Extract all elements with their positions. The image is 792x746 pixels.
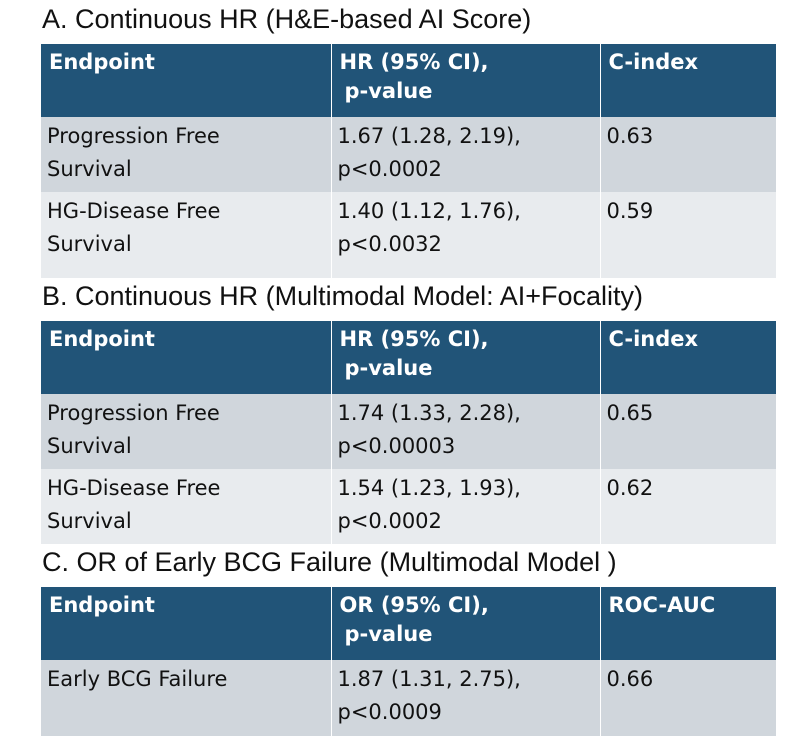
p-value: p<0.0032	[337, 232, 442, 256]
header-c-index: C-index	[600, 321, 776, 394]
hr-ci-cell: 1.54 (1.23, 1.93), p<0.0002	[331, 469, 601, 544]
header-p-value-label: p-value	[344, 79, 433, 103]
header-c-index: C-index	[600, 44, 776, 117]
roc-auc-cell: 0.66	[600, 660, 776, 736]
endpoint-line-1: HG-Disease Free	[47, 199, 221, 223]
ci-value: 1.54 (1.23, 1.93),	[337, 476, 521, 500]
header-or-ci: OR (95% CI), p-value	[331, 587, 601, 660]
table-header-row: Endpoint HR (95% CI), p-value C-index	[41, 321, 776, 394]
ci-value: 1.40 (1.12, 1.76),	[337, 199, 521, 223]
c-index-cell: 0.62	[600, 469, 776, 544]
endpoint-line-2: Survival	[47, 434, 132, 458]
or-ci-cell: 1.87 (1.31, 2.75), p<0.0009	[331, 660, 601, 736]
header-endpoint: Endpoint	[41, 587, 332, 660]
endpoint-cell: Early BCG Failure	[41, 660, 332, 736]
endpoint-cell: HG-Disease Free Survival	[41, 192, 332, 278]
endpoint-cell: HG-Disease Free Survival	[41, 469, 332, 544]
header-endpoint: Endpoint	[41, 44, 332, 117]
section-b-title: B. Continuous HR (Multimodal Model: AI+F…	[42, 281, 643, 311]
section-a-title: A. Continuous HR (H&E-based AI Score)	[42, 4, 532, 34]
endpoint-line-2: Survival	[47, 232, 132, 256]
header-p-value-label: p-value	[344, 356, 433, 380]
table-b: Endpoint HR (95% CI), p-value C-index Pro…	[41, 321, 776, 544]
endpoint-line-1: Early BCG Failure	[47, 667, 228, 691]
endpoint-cell: Progression Free Survival	[41, 117, 332, 192]
c-index-cell: 0.63	[600, 117, 776, 192]
section-c-title: C. OR of Early BCG Failure (Multimodal M…	[42, 547, 617, 577]
header-hr-ci: HR (95% CI), p-value	[331, 44, 601, 117]
p-value: p<0.0002	[337, 157, 442, 181]
endpoint-line-1: Progression Free	[47, 124, 220, 148]
endpoint-line-1: Progression Free	[47, 401, 220, 425]
hr-ci-cell: 1.74 (1.33, 2.28), p<0.00003	[331, 394, 601, 469]
table-row: HG-Disease Free Survival 1.54 (1.23, 1.93…	[41, 469, 776, 544]
header-endpoint: Endpoint	[41, 321, 332, 394]
ci-value: 1.87 (1.31, 2.75),	[337, 667, 521, 691]
endpoint-line-2: Survival	[47, 157, 132, 181]
header-or-ci-label: OR (95% CI),	[339, 593, 489, 617]
p-value: p<0.0009	[337, 700, 442, 724]
table-row: Progression Free Survival 1.74 (1.33, 2.2…	[41, 394, 776, 469]
table-a: Endpoint HR (95% CI), p-value C-index Pro…	[41, 44, 776, 278]
endpoint-line-2: Survival	[47, 509, 132, 533]
ci-value: 1.67 (1.28, 2.19),	[337, 124, 521, 148]
p-value: p<0.0002	[337, 509, 442, 533]
ci-value: 1.74 (1.33, 2.28),	[337, 401, 521, 425]
table-c: Endpoint OR (95% CI), p-value ROC-AUC Ear…	[41, 587, 776, 736]
hr-ci-cell: 1.40 (1.12, 1.76), p<0.0032	[331, 192, 601, 278]
endpoint-line-1: HG-Disease Free	[47, 476, 221, 500]
table-header-row: Endpoint OR (95% CI), p-value ROC-AUC	[41, 587, 776, 660]
header-p-value-label: p-value	[344, 622, 433, 646]
header-roc-auc: ROC-AUC	[600, 587, 776, 660]
table-row: Progression Free Survival 1.67 (1.28, 2.1…	[41, 117, 776, 192]
table-row: HG-Disease Free Survival 1.40 (1.12, 1.76…	[41, 192, 776, 278]
hr-ci-cell: 1.67 (1.28, 2.19), p<0.0002	[331, 117, 601, 192]
table-row: Early BCG Failure 1.87 (1.31, 2.75), p<0.…	[41, 660, 776, 736]
header-hr-ci-label: HR (95% CI),	[339, 50, 489, 74]
header-hr-ci: HR (95% CI), p-value	[331, 321, 601, 394]
table-header-row: Endpoint HR (95% CI), p-value C-index	[41, 44, 776, 117]
c-index-cell: 0.65	[600, 394, 776, 469]
p-value: p<0.00003	[337, 434, 456, 458]
endpoint-cell: Progression Free Survival	[41, 394, 332, 469]
c-index-cell: 0.59	[600, 192, 776, 278]
header-hr-ci-label: HR (95% CI),	[339, 327, 489, 351]
